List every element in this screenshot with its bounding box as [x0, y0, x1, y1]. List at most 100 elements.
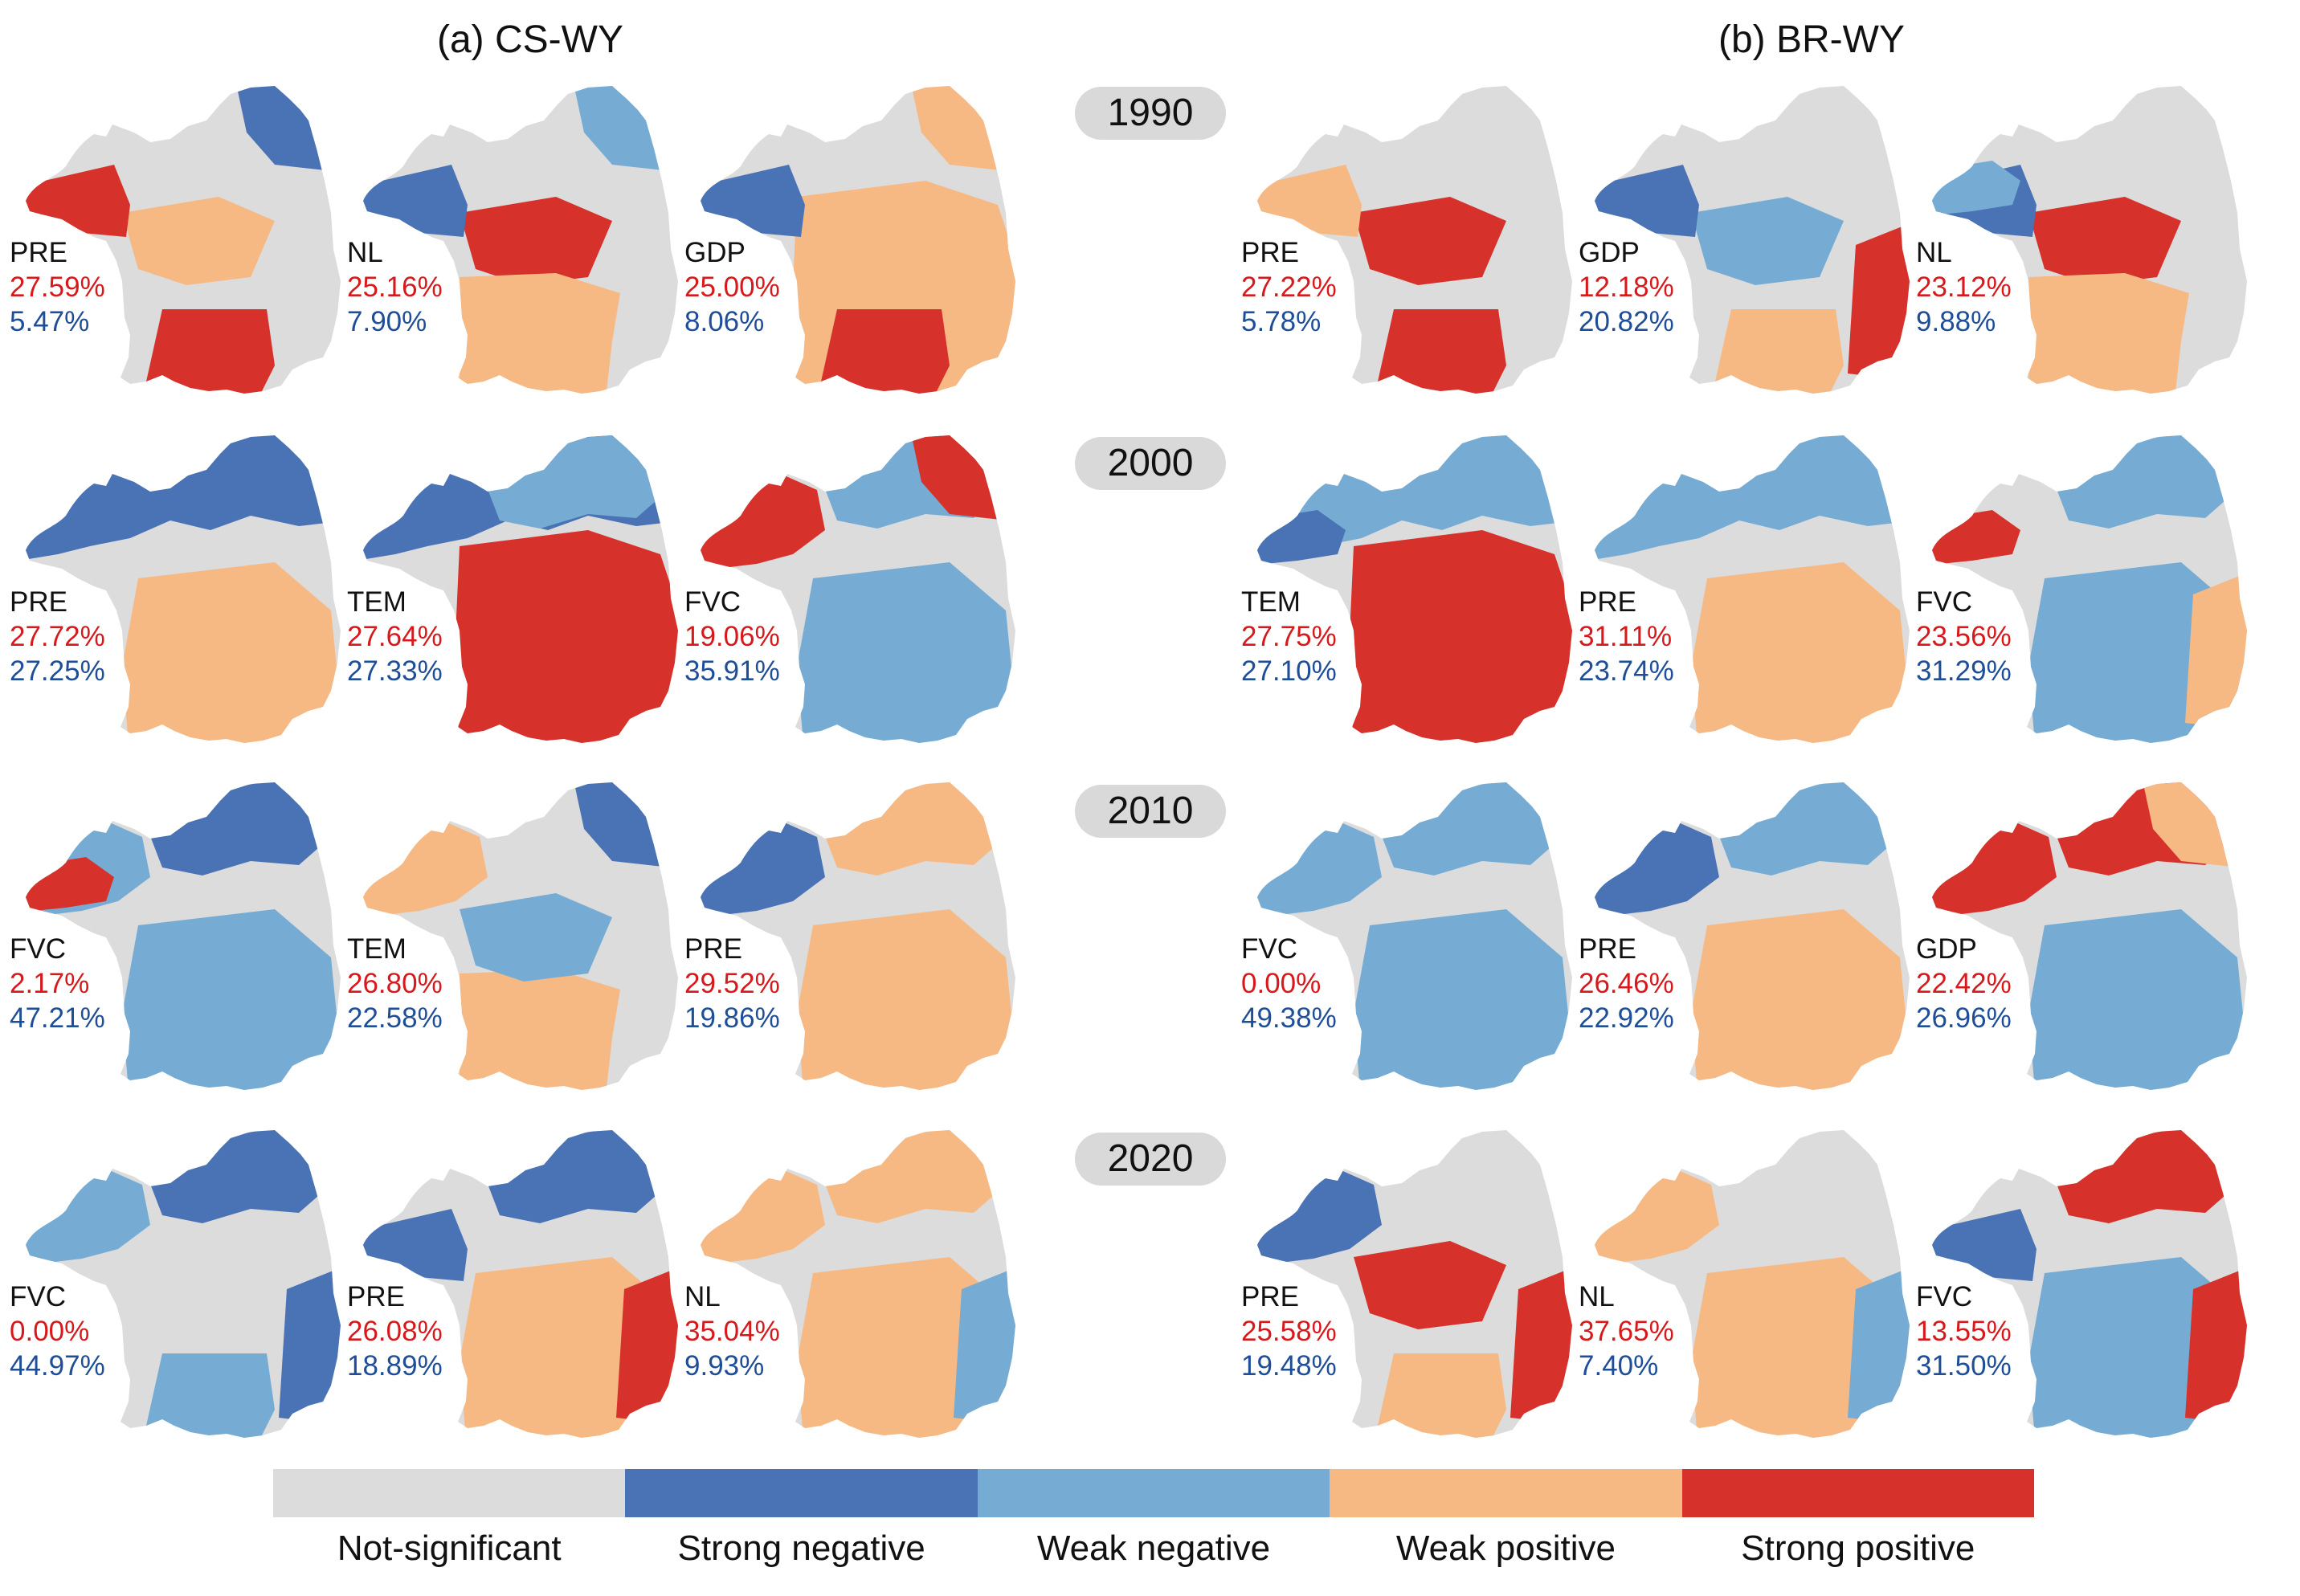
positive-share: 29.52% [684, 968, 780, 999]
map-zone-weak-negative [1370, 782, 1563, 876]
negative-share: 19.48% [1241, 1350, 1337, 1382]
panel-stats: FVC 0.00% 44.97% [10, 1280, 105, 1383]
positive-share: 25.58% [1241, 1316, 1337, 1347]
map-panel-a-2020-1: FVC 0.00% 44.97% [10, 1120, 347, 1458]
panel-stats: FVC 2.17% 47.21% [10, 932, 105, 1035]
map-zone-strong-positive [1510, 1265, 1572, 1426]
map-region-svg [1257, 782, 1572, 1090]
positive-share: 25.16% [347, 271, 443, 303]
negative-share: 7.90% [347, 306, 427, 337]
map-panel-a-1990-1: PRE 27.59% 5.47% [10, 76, 347, 414]
positive-share: 25.00% [684, 271, 780, 303]
map-region-svg [363, 782, 678, 1090]
legend-swatch-weak-negative [977, 1469, 1330, 1517]
variable-name: NL [347, 237, 383, 268]
map-zone-strong-positive [456, 530, 678, 743]
panel-stats: GDP 12.18% 20.82% [1579, 235, 1674, 339]
variable-name: FVC [1916, 586, 1972, 618]
panel-stats: TEM 27.64% 27.33% [347, 585, 443, 688]
variable-name: PRE [1241, 1281, 1299, 1312]
map-region-svg [26, 86, 341, 394]
panel-stats: GDP 22.42% 26.96% [1916, 932, 2012, 1035]
legend-label-weak-positive: Weak positive [1395, 1529, 1616, 1568]
map-panel-b-2010-1: FVC 0.00% 49.38% [1241, 773, 1579, 1110]
variable-name: FVC [1241, 933, 1297, 965]
panel-stats: PRE 26.08% 18.89% [347, 1280, 443, 1383]
map-zones [1932, 1130, 2247, 1438]
panel-stats: PRE 31.11% 23.74% [1579, 585, 1674, 688]
positive-share: 35.04% [684, 1316, 780, 1347]
panel-stats: PRE 27.59% 5.47% [10, 235, 105, 339]
map-zone-weak-positive [813, 782, 1006, 876]
map-zone-weak-negative [460, 893, 612, 982]
panel-stats: TEM 26.80% 22.58% [347, 932, 443, 1035]
map-region-svg [26, 435, 341, 743]
panel-stats: PRE 25.58% 19.48% [1241, 1280, 1337, 1383]
map-region-svg [701, 86, 1015, 394]
map-panel-b-2020-1: PRE 25.58% 19.48% [1241, 1120, 1579, 1458]
positive-share: 26.46% [1579, 968, 1674, 999]
map-zone-strong-negative [701, 165, 805, 237]
map-zone-weak-positive [460, 273, 620, 394]
map-zones [1595, 782, 1908, 1090]
legend-labels: Not-significant Strong negative Weak neg… [273, 1529, 2034, 1569]
map-zone-weak-positive [1378, 1353, 1506, 1438]
map-panel-b-2020-3: FVC 13.55% 31.50% [1916, 1120, 2253, 1458]
panel-stats: NL 25.16% 7.90% [347, 235, 443, 339]
legend-label-not-significant: Not-significant [337, 1529, 562, 1568]
map-zone-strong-positive [821, 309, 950, 394]
map-panel-b-2000-3: FVC 23.56% 31.29% [1916, 426, 2253, 763]
map-region-svg [701, 782, 1015, 1090]
map-zone-strong-positive [2185, 1265, 2247, 1426]
map-region-svg [26, 1130, 341, 1438]
map-zone-weak-positive [1257, 165, 1362, 237]
map-panel-a-2000-3: FVC 19.06% 35.91% [684, 426, 1022, 763]
map-zone-weak-negative [476, 435, 668, 529]
positive-share: 27.75% [1241, 621, 1337, 652]
map-panel-b-2000-2: PRE 31.11% 23.74% [1579, 426, 1916, 763]
positive-share: 37.65% [1579, 1316, 1674, 1347]
map-zone-weak-positive [797, 909, 1014, 1090]
map-zone-weak-positive [2028, 273, 2189, 394]
map-zone-weak-positive [813, 1130, 1006, 1223]
map-zone-weak-positive [122, 197, 275, 285]
negative-share: 27.10% [1241, 655, 1337, 687]
negative-share: 19.86% [684, 1002, 780, 1034]
negative-share: 8.06% [684, 306, 765, 337]
variable-name: NL [1579, 1281, 1615, 1312]
positive-share: 27.59% [10, 271, 105, 303]
positive-share: 0.00% [10, 1316, 90, 1347]
map-zone-strong-positive [1378, 309, 1506, 394]
positive-share: 12.18% [1579, 271, 1674, 303]
map-zone-strong-positive [26, 165, 130, 237]
map-zone-strong-negative [363, 165, 468, 237]
map-zone-strong-positive [1848, 221, 1910, 382]
map-panel-a-2000-2: TEM 27.64% 27.33% [347, 426, 684, 763]
map-region-svg [1595, 86, 1910, 394]
positive-share: 0.00% [1241, 968, 1322, 999]
map-zones [701, 1130, 1015, 1438]
negative-share: 20.82% [1579, 306, 1674, 337]
variable-name: PRE [1579, 586, 1636, 618]
positive-share: 27.72% [10, 621, 105, 652]
negative-share: 9.93% [684, 1350, 765, 1382]
variable-name: PRE [684, 933, 742, 965]
map-region-svg [363, 435, 678, 743]
map-region-svg [1932, 86, 2247, 394]
year-badge-2010: 2010 [1075, 785, 1226, 838]
legend-label-weak-negative: Weak negative [1036, 1529, 1271, 1568]
map-panel-b-2010-2: PRE 26.46% 22.92% [1579, 773, 1916, 1110]
positive-share: 27.64% [347, 621, 443, 652]
negative-share: 47.21% [10, 1002, 105, 1034]
map-region-svg [1595, 1130, 1910, 1438]
positive-share: 26.08% [347, 1316, 443, 1347]
panel-stats: FVC 0.00% 49.38% [1241, 932, 1337, 1035]
legend-label-strong-positive: Strong positive [1741, 1529, 1975, 1568]
negative-share: 49.38% [1241, 1002, 1337, 1034]
map-panel-a-1990-3: GDP 25.00% 8.06% [684, 76, 1022, 414]
map-zone-weak-negative [2028, 909, 2245, 1090]
panel-stats: TEM 27.75% 27.10% [1241, 585, 1337, 688]
variable-name: TEM [347, 933, 406, 965]
map-zone-strong-positive [146, 309, 275, 394]
map-region-svg [701, 435, 1015, 743]
